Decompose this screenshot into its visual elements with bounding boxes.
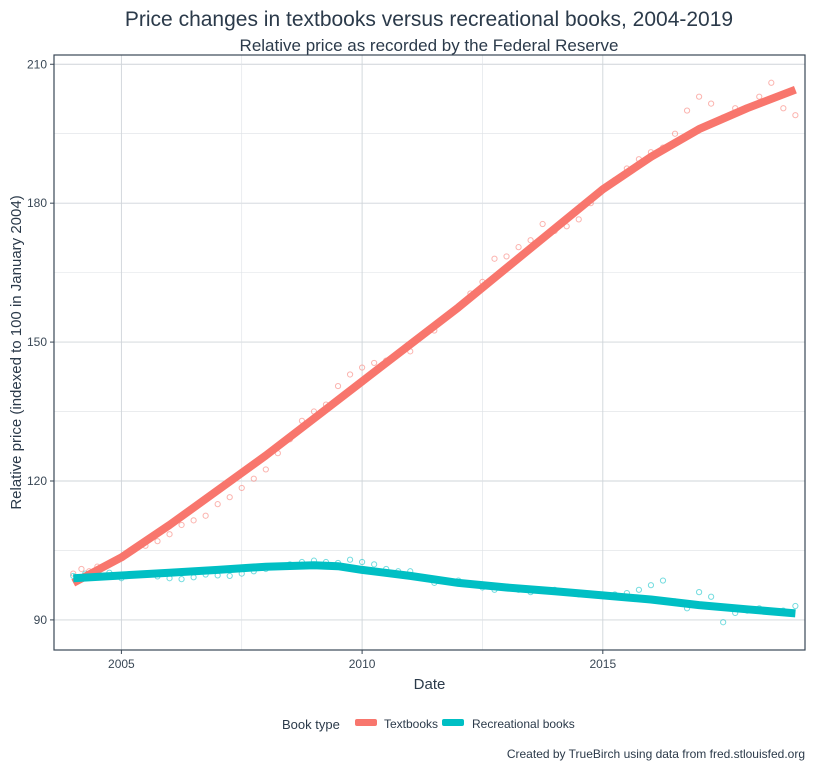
textbooks-trend-line [71,85,797,587]
grid-layer [54,55,805,650]
chart-caption: Created by TrueBirch using data from fre… [507,747,805,761]
panel-border [53,54,806,651]
recreational-books-point [178,576,185,583]
textbooks-point [491,255,498,262]
legend: Book type Textbooks Recreational books [282,717,575,732]
textbooks-point [503,253,510,260]
recreational-books-trend-line [73,561,796,618]
chart-title: Price changes in textbooks versus recrea… [125,8,733,31]
recreational-books-point [647,582,655,589]
legend-label-textbooks: Textbooks [384,717,438,731]
chart-subtitle: Relative price as recorded by the Federa… [240,36,619,55]
textbooks-point [792,112,799,119]
textbooks-point [262,466,269,473]
x-tick-label: 2015 [589,657,616,671]
x-tick-label: 2010 [349,657,376,671]
textbooks-point [250,475,257,482]
recreational-books-point [708,593,715,600]
textbooks-point [178,521,185,529]
recreational-books-point [359,558,366,566]
textbooks-point [708,100,715,107]
textbooks-point [539,220,546,228]
textbooks-point [768,79,775,86]
y-tick-label: 120 [27,474,47,488]
textbooks-point [575,216,582,223]
recreational-books-point [226,572,233,580]
textbooks-point [683,107,691,114]
textbooks-point [671,130,679,137]
textbooks-point [202,512,209,519]
textbooks-point [371,359,378,367]
textbooks-point [154,538,161,545]
legend-swatch-recreational-books [442,719,464,726]
axis-layer: 90 120 150 180 210 2005 2010 2015 [27,57,617,671]
legend-swatch-textbooks [355,719,377,726]
textbooks-point [346,371,354,378]
textbooks-point [359,364,366,371]
recreational-books-point [371,561,378,568]
x-tick-label: 2005 [108,657,135,671]
recreational-books-point [792,602,799,610]
textbooks-point [695,93,703,100]
textbooks-point [334,382,342,390]
recreational-books-point [695,589,703,596]
y-axis-title: Relative price (indexed to 100 in Januar… [8,195,25,509]
legend-label-recreational-books: Recreational books [472,717,575,731]
recreational-books-point [346,556,354,563]
textbooks-point [214,501,221,508]
y-tick-label: 180 [27,196,47,210]
y-tick-label: 210 [27,57,47,71]
textbooks-point [226,494,233,501]
y-tick-label: 150 [27,335,47,349]
textbooks-point [190,517,197,524]
textbooks-point [780,105,787,112]
recreational-books-point [720,619,727,626]
recreational-books-point [635,586,643,593]
textbooks-point [238,484,245,492]
textbooks-point [78,565,85,573]
textbooks-point [527,237,534,244]
recreational-books-point [659,577,667,584]
legend-title: Book type [282,717,340,732]
textbooks-point [756,93,763,100]
textbooks-point [515,244,522,251]
textbooks-point [166,531,173,538]
y-tick-label: 90 [34,613,48,627]
x-axis-title: Date [414,676,446,693]
series-layer [70,79,799,626]
recreational-books-point [190,574,197,581]
